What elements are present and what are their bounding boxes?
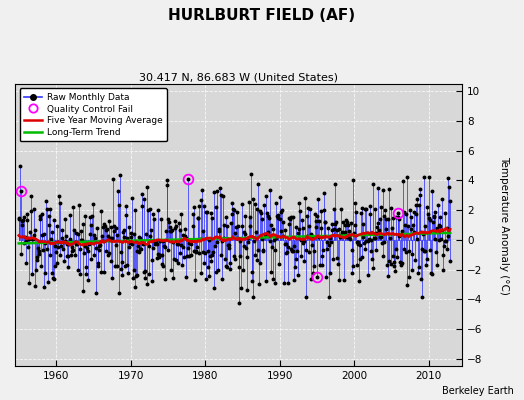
Y-axis label: Temperature Anomaly (°C): Temperature Anomaly (°C) xyxy=(499,156,509,294)
Title: 30.417 N, 86.683 W (United States): 30.417 N, 86.683 W (United States) xyxy=(139,73,338,83)
Legend: Raw Monthly Data, Quality Control Fail, Five Year Moving Average, Long-Term Tren: Raw Monthly Data, Quality Control Fail, … xyxy=(19,88,167,142)
Text: HURLBURT FIELD (AF): HURLBURT FIELD (AF) xyxy=(168,8,356,23)
Text: Berkeley Earth: Berkeley Earth xyxy=(442,386,514,396)
